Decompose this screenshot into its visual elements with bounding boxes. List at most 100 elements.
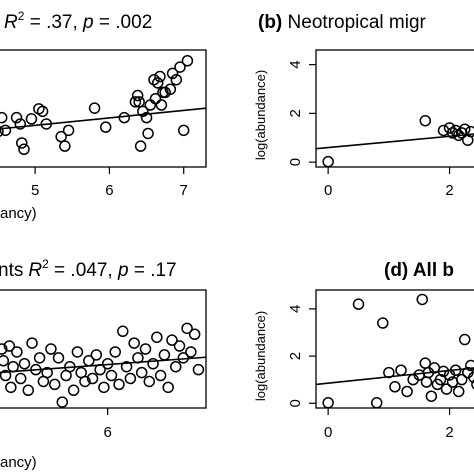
panel-b-title-bold: (b) (258, 12, 282, 33)
data-point (0, 369, 12, 382)
data-point (471, 379, 474, 390)
y-tick-label: 2 (287, 352, 304, 360)
data-point (446, 127, 459, 139)
data-point (30, 363, 42, 376)
data-point (41, 366, 53, 379)
data-point (455, 373, 468, 386)
data-point (370, 397, 383, 409)
panel-d-title: (d) All b (384, 260, 454, 281)
data-point (177, 124, 190, 137)
data-point (105, 369, 118, 382)
data-point (117, 325, 129, 338)
data-point (401, 385, 413, 398)
panel-b-plot-area: 0 2 0 2 4 (287, 60, 474, 199)
data-point (88, 102, 101, 114)
y-tick-label: 4 (287, 305, 304, 313)
data-point (45, 343, 57, 355)
panel-b: (b) Neotropical migr 0 2 0 2 4 log(abundance… (253, 12, 474, 199)
panel-c-r2-value: = .047, (49, 260, 118, 281)
data-point (148, 73, 160, 86)
data-point (383, 366, 395, 379)
data-point (352, 298, 365, 310)
data-point (151, 77, 164, 89)
panel-a-xlabel: ancy) (0, 205, 37, 222)
panel-c-plot-area: 6 (0, 322, 207, 441)
y-tick-label: 4 (287, 60, 304, 68)
data-point (452, 385, 465, 398)
data-point (98, 381, 110, 394)
panel-a-stats: R2 = .37, p = .002 (4, 9, 152, 33)
data-point (140, 111, 153, 124)
x-tick-label: 7 (180, 182, 188, 199)
data-point (154, 70, 166, 83)
data-point (11, 346, 23, 358)
data-point (5, 381, 17, 394)
data-point (449, 364, 462, 376)
data-point (79, 375, 91, 388)
data-point (40, 118, 53, 130)
x-tick-label: 0 (324, 182, 332, 199)
data-point (395, 364, 407, 376)
data-point (166, 67, 179, 80)
y-tick-label: 0 (287, 399, 304, 407)
data-point (440, 383, 453, 395)
data-point (132, 352, 144, 364)
data-point (14, 372, 27, 385)
data-point (170, 73, 183, 86)
data-point (18, 143, 30, 156)
data-point (158, 349, 171, 361)
data-point (192, 363, 205, 376)
panel-c-r2-exponent: 2 (42, 257, 49, 271)
data-point (133, 96, 145, 108)
panel-a-plot-area: 5 6 7 (0, 55, 207, 199)
regression-line (315, 133, 474, 150)
data-point (14, 118, 27, 130)
data-point (0, 126, 4, 137)
data-point (83, 355, 95, 367)
data-point (465, 125, 474, 138)
data-point (101, 358, 114, 370)
data-point (419, 114, 432, 127)
panel-c: nts R2 = .047, p = .17 6 ancy) (0, 257, 207, 471)
panel-c-stats: nts R2 = .047, p = .17 (0, 257, 177, 281)
data-point (151, 331, 163, 343)
panel-b-title: (b) Neotropical migr (258, 12, 427, 33)
y-tick-label: 2 (287, 109, 304, 117)
data-point (52, 352, 65, 364)
data-point (18, 358, 31, 370)
data-point (420, 376, 433, 388)
panel-c-p-symbol: p (117, 260, 129, 281)
panel-b-plot-frame (315, 49, 474, 168)
data-point (3, 340, 16, 352)
data-point (185, 346, 197, 358)
data-point (174, 61, 186, 73)
data-point (416, 293, 428, 306)
x-tick-label: 2 (445, 182, 453, 199)
panel-a-r2-symbol: R (4, 12, 18, 33)
regression-line (0, 107, 207, 130)
data-point (177, 352, 190, 364)
data-point (137, 105, 149, 118)
panel-d: (d) All b 0 2 0 2 4 log(abundance) (253, 260, 474, 441)
panel-b-ylabel: log(abundance) (253, 70, 268, 160)
data-point (142, 127, 154, 140)
panel-a-p-value: = .002 (94, 12, 153, 33)
panel-d-ylabel: log(abundance) (253, 311, 268, 401)
data-point (135, 366, 148, 379)
data-point (164, 83, 177, 95)
data-point (465, 359, 474, 372)
data-point (166, 334, 178, 346)
data-point (0, 124, 12, 137)
data-point (26, 337, 38, 349)
panel-b-title-rest: Neotropical migr (282, 12, 426, 33)
data-point (55, 130, 67, 143)
data-point (389, 381, 401, 393)
data-point (99, 121, 112, 133)
data-point (71, 346, 84, 358)
data-point (128, 337, 140, 349)
data-point (169, 360, 182, 373)
data-point (48, 378, 61, 391)
data-point (22, 384, 35, 397)
panel-a-p-symbol: p (82, 12, 94, 33)
